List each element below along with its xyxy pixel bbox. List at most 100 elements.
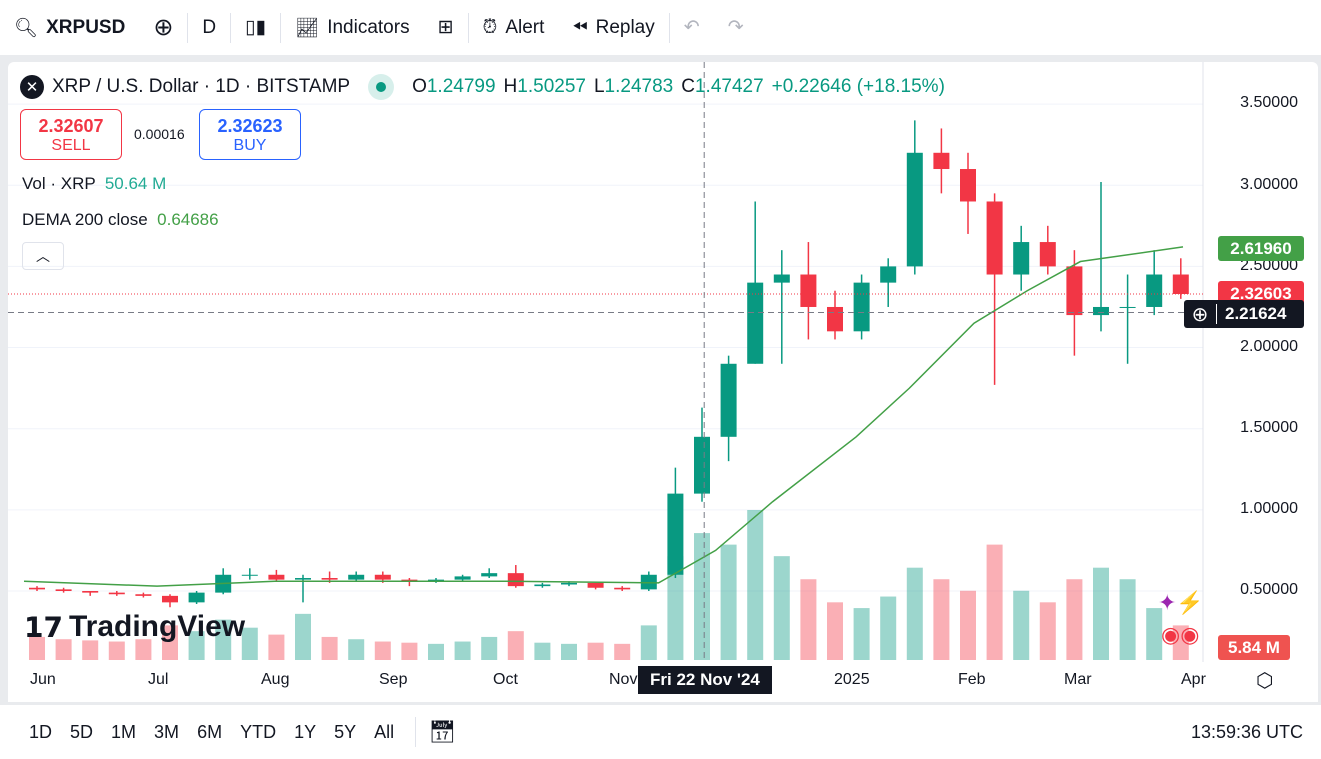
volume-bar	[82, 640, 99, 660]
candle-body	[800, 274, 817, 307]
chart-panel[interactable]: ✕ XRP / U.S. Dollar · 1D · BITSTAMP O 1.2…	[8, 62, 1318, 702]
candle-body	[1172, 274, 1189, 294]
time-label: Oct	[493, 671, 518, 688]
bottom-toolbar: 1D 5D 1M 3M 6M YTD 1Y 5Y All 📅︎ 13:59:36…	[0, 705, 1321, 759]
compare-button[interactable]: ⊕	[139, 0, 187, 55]
replay-button[interactable]: ⏪︎ Replay	[572, 16, 655, 38]
volume-bar	[215, 619, 232, 660]
volume-indicator-legend[interactable]: Vol · XRP 50.64 M	[22, 174, 166, 194]
candle-body	[561, 582, 577, 585]
tv-logo-icon: 𝟭𝟳	[24, 611, 63, 643]
candle-body	[135, 594, 152, 596]
candle-body	[587, 582, 604, 588]
volume-bar	[507, 631, 524, 660]
vol-value: 50.64 M	[104, 174, 167, 193]
candle-body	[1093, 306, 1109, 316]
volume-bar	[428, 643, 444, 660]
candle-body	[108, 592, 125, 595]
redo-button[interactable]: ↷	[727, 17, 744, 38]
volume-bar	[1066, 579, 1083, 660]
candle-body	[162, 595, 178, 603]
volume-bar	[880, 596, 897, 660]
volume-bar	[454, 641, 471, 660]
volume-bar	[694, 533, 710, 660]
volume-bar	[374, 641, 391, 660]
time-label: Feb	[958, 671, 986, 688]
settings-icon[interactable]: ⬡	[1256, 670, 1274, 692]
range-6m[interactable]: 6M	[197, 721, 223, 742]
add-plus-icon[interactable]: ⊕	[1191, 303, 1209, 326]
volume-bar	[188, 631, 205, 660]
price-label: 2.00000	[1240, 338, 1298, 355]
volume-bar	[853, 608, 870, 660]
volume-bar	[587, 642, 604, 660]
volume-bar	[162, 625, 178, 660]
alert-button[interactable]: ⏰︎ Alert	[482, 16, 545, 38]
candle-body	[1066, 266, 1083, 316]
indicators-button[interactable]: 📈︎ Indicators	[295, 16, 410, 39]
collapse-legend-button[interactable]: ︿	[22, 242, 64, 270]
plus-circle-icon: ⊕	[153, 14, 174, 41]
volume-bar	[933, 579, 950, 660]
calendar-goto-icon[interactable]: 📅︎	[428, 719, 457, 744]
sell-price: 2.32607	[38, 116, 104, 136]
range-1y[interactable]: 1Y	[294, 721, 317, 742]
dema-indicator-legend[interactable]: DEMA 200 close 0.64686	[22, 210, 219, 230]
candle-body	[827, 306, 843, 332]
candle-body	[933, 152, 950, 170]
volume-bar	[534, 642, 551, 660]
interval-button[interactable]: D	[202, 16, 217, 38]
volume-bar	[55, 639, 72, 660]
crosshair-price-tag[interactable]: ⊕ 2.21624	[1184, 300, 1304, 328]
candle-body	[1146, 274, 1163, 307]
market-status-icon[interactable]	[368, 74, 395, 100]
range-5y[interactable]: 5Y	[334, 721, 357, 742]
us-flag-events-icon[interactable]: ◉◉	[1161, 622, 1200, 647]
sell-label: SELL	[51, 137, 91, 154]
range-ytd[interactable]: YTD	[240, 721, 277, 742]
undo-button[interactable]: ↶	[683, 17, 700, 38]
range-3m[interactable]: 3M	[154, 721, 180, 742]
chart-type-button[interactable]: ▯▮	[231, 0, 280, 55]
candle-body	[720, 363, 737, 437]
lightning-sparkle-icon[interactable]: ✦⚡	[1158, 590, 1204, 615]
range-all[interactable]: All	[374, 721, 395, 742]
volume-bar	[906, 567, 923, 660]
candle-body	[880, 266, 897, 283]
volume-bar	[1146, 608, 1163, 660]
volume-bar	[241, 627, 258, 660]
sell-button[interactable]: 2.32607 SELL	[20, 109, 122, 160]
volume-bar	[295, 613, 311, 660]
candle-body	[188, 592, 205, 603]
buy-button[interactable]: 2.32623 BUY	[199, 109, 301, 160]
volume-bar	[640, 625, 657, 660]
candle-body	[428, 579, 444, 582]
indicators-icon: 📈︎	[295, 17, 320, 39]
layouts-button[interactable]: ⊞	[424, 0, 468, 55]
candle-body	[667, 493, 684, 575]
crosshair-price: 2.21624	[1216, 304, 1286, 324]
low-label: L	[593, 76, 605, 97]
range-5d[interactable]: 5D	[70, 721, 94, 742]
candle-body	[773, 274, 790, 283]
volume-bar	[960, 590, 976, 660]
candle-body	[853, 282, 870, 332]
close-label: C	[681, 76, 695, 97]
time-label: Aug	[261, 671, 290, 688]
candle-body	[960, 169, 976, 202]
volume-bar	[481, 636, 498, 660]
candle-body	[55, 589, 72, 591]
range-1d[interactable]: 1D	[29, 721, 53, 742]
volume-bar	[268, 634, 285, 660]
range-1m[interactable]: 1M	[111, 721, 137, 742]
candle-body	[614, 587, 631, 590]
price-label: 1.00000	[1240, 500, 1298, 517]
price-label: 2.50000	[1240, 257, 1298, 274]
candle-body	[401, 579, 418, 582]
symbol-search[interactable]: 🔍︎ XRPUSD	[14, 16, 126, 39]
clock[interactable]: 13:59:36 UTC	[1190, 721, 1303, 742]
price-label: 0.50000	[1240, 581, 1298, 598]
volume-bar	[827, 602, 843, 660]
price-chart[interactable]	[8, 62, 1318, 702]
time-label: Sep	[379, 671, 408, 688]
